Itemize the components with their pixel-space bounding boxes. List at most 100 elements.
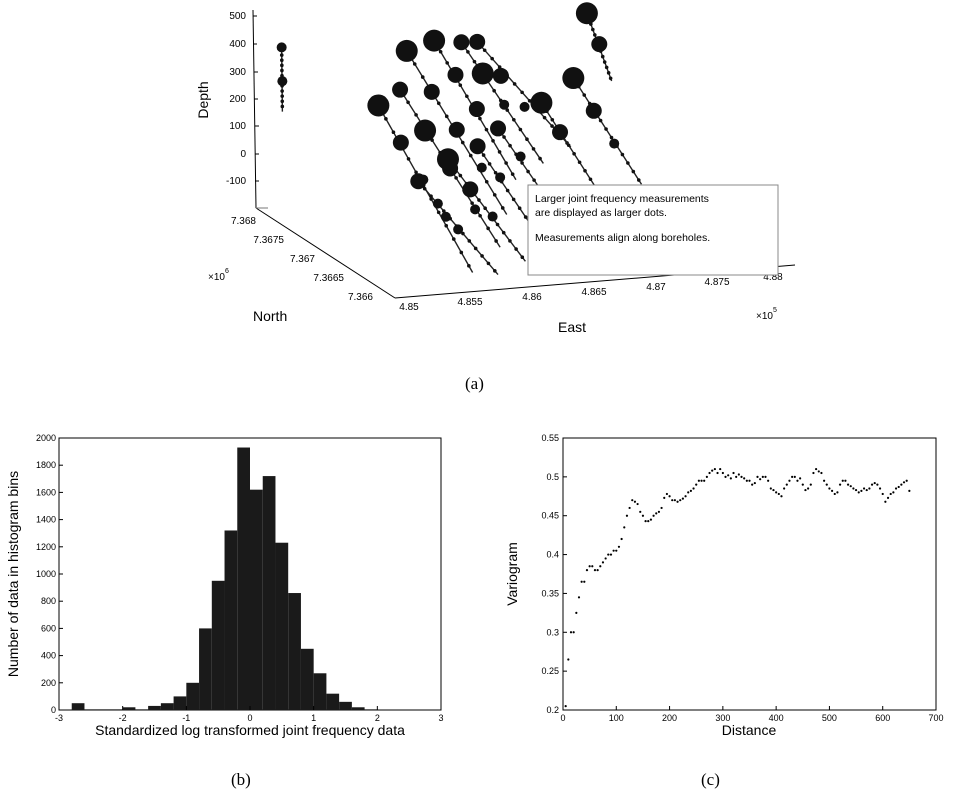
x-tick-label: 1 — [311, 713, 316, 723]
variogram-point — [607, 553, 610, 556]
borehole-sample-dot — [444, 223, 449, 228]
borehole-sample-dot — [512, 118, 516, 122]
borehole-sample-dot — [486, 261, 491, 266]
annotation-box: Larger joint frequency measurements are … — [527, 184, 779, 276]
borehole-sample-dot — [436, 210, 441, 215]
variogram-point — [569, 631, 573, 634]
variogram-point — [857, 491, 860, 494]
borehole-sample-dot — [478, 116, 482, 121]
histogram-chart: 0 200 400 600 800 1000 1200 1400 1600 1800 2000 -3… — [5, 433, 444, 738]
borehole-sample-dot — [491, 138, 495, 143]
measurement-dot — [453, 34, 470, 51]
variogram-point — [756, 475, 759, 478]
variogram-point — [639, 510, 642, 513]
histogram-bar — [160, 703, 174, 710]
measurement-dot — [432, 198, 443, 209]
x-tick-label: 500 — [822, 713, 837, 723]
variogram-point — [737, 473, 740, 476]
variogram-point — [719, 467, 722, 471]
variogram-point — [793, 475, 796, 478]
x-tick-label: 4.855 — [457, 297, 482, 308]
borehole-sample-dot — [414, 113, 418, 117]
variogram-point — [599, 565, 602, 568]
borehole-sample-dot — [512, 82, 517, 86]
y-tick-labels: 7.368 7.3675 7.367 7.3665 7.366 — [231, 216, 373, 303]
borehole-sample-dot — [508, 239, 512, 243]
histogram-bar — [326, 693, 340, 710]
z-axis-title: Depth — [195, 81, 211, 118]
variogram-plot-frame — [562, 437, 937, 711]
borehole-sample-dot — [517, 206, 522, 211]
variogram-point — [865, 488, 868, 492]
z-tick-label: 300 — [229, 67, 246, 78]
x-tick-label: 600 — [875, 713, 890, 723]
variogram-point — [900, 483, 903, 486]
borehole-sample-dot — [501, 230, 506, 235]
borehole-sample-dot — [582, 93, 587, 97]
x-tick-label: 400 — [769, 713, 784, 723]
variogram-point — [588, 565, 591, 568]
variogram-point — [846, 483, 850, 486]
borehole-sample-dot — [468, 153, 473, 158]
y-tick-label: 0.45 — [541, 511, 559, 521]
measurement-dot — [471, 62, 494, 85]
borehole-sample-dot — [609, 135, 614, 140]
variogram-point — [671, 499, 674, 502]
variogram-point — [665, 492, 669, 496]
measurement-dot — [575, 2, 598, 25]
borehole-sample-dot — [620, 152, 625, 157]
variogram-point — [580, 580, 583, 583]
measurement-dot — [476, 162, 487, 173]
variogram-point — [791, 475, 794, 478]
measurement-dot — [392, 81, 409, 98]
variogram-point — [833, 492, 836, 496]
borehole-sample-dot — [500, 206, 505, 210]
x-tick-label: -3 — [55, 713, 63, 723]
measurement-dot — [487, 211, 498, 222]
variogram-point — [687, 491, 690, 494]
borehole-sample-dot — [391, 130, 396, 134]
y-tick-label: 600 — [41, 623, 56, 633]
borehole-sample-dot — [495, 222, 500, 227]
borehole-sample-dot — [480, 254, 484, 258]
variogram-point — [775, 491, 778, 494]
variogram-point — [759, 478, 762, 481]
y-tick-label: 0 — [51, 705, 56, 715]
variogram-point — [745, 479, 748, 482]
measurement-dot — [392, 134, 409, 151]
variogram-point — [697, 479, 700, 482]
borehole-sample-dot — [577, 160, 582, 165]
borehole-sample-dot — [280, 63, 284, 68]
borehole-sample-dot — [600, 54, 605, 59]
variogram-point — [753, 481, 756, 485]
borehole-sample-dot — [384, 117, 388, 121]
variogram-point — [844, 479, 847, 482]
variogram-point — [647, 520, 650, 523]
x-tick-label: 3 — [438, 713, 443, 723]
variogram-point — [729, 477, 732, 480]
borehole-sample-dot — [459, 250, 464, 255]
z-tick-label: 400 — [229, 39, 246, 50]
measurement-dot — [609, 138, 620, 149]
histogram-bar — [186, 682, 200, 710]
borehole-sample-dot — [458, 173, 463, 178]
borehole-sample-dot — [467, 264, 471, 268]
borehole-sample-dot — [486, 226, 490, 231]
measurement-dot — [519, 101, 530, 112]
variogram-point — [761, 475, 764, 478]
variogram-point — [684, 495, 687, 498]
borehole-sample-dot — [604, 127, 608, 131]
y-tick-label: 800 — [41, 596, 56, 606]
variogram-point — [641, 514, 645, 517]
measurement-dot — [470, 204, 481, 215]
variogram-point — [905, 479, 908, 482]
variogram-point — [809, 483, 812, 486]
variogram-point — [783, 487, 786, 490]
histogram-bar — [122, 707, 136, 710]
borehole-sample-dot — [631, 169, 636, 174]
measurement-dot — [277, 76, 288, 87]
variogram-point — [625, 514, 629, 517]
variogram-point — [596, 569, 599, 572]
variogram-point — [748, 479, 751, 482]
y-axis-title: Variogram — [504, 542, 520, 606]
